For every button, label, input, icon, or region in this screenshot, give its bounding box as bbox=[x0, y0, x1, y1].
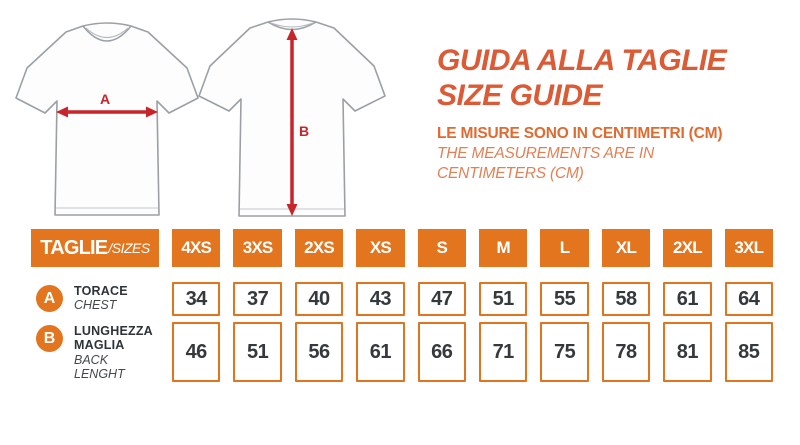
measurement-note-italian: LE MISURE SONO IN CENTIMETRI (CM) bbox=[437, 124, 723, 142]
page-title-english: SIZE GUIDE bbox=[437, 78, 603, 112]
tshirt-front-outline bbox=[15, 22, 199, 216]
row-label-chest: A TORACE CHEST bbox=[31, 282, 159, 316]
tshirt-front-collar bbox=[82, 25, 132, 42]
measure-a-arrowhead-left bbox=[56, 106, 68, 118]
measure-b-label: B bbox=[299, 123, 309, 139]
tshirt-back-collar-band bbox=[270, 22, 314, 28]
chest-value-cell: 61 bbox=[663, 282, 712, 316]
measure-b-arrowhead-top bbox=[286, 28, 298, 40]
back-length-value-cell: 78 bbox=[601, 322, 651, 382]
back-length-value-cell: 71 bbox=[479, 322, 528, 382]
chest-value-cell: 55 bbox=[540, 282, 589, 316]
chest-value-cell: 47 bbox=[417, 282, 466, 316]
size-header-cell: 4XS bbox=[172, 229, 221, 267]
chest-value-cell: 37 bbox=[233, 282, 282, 316]
back-length-value-cell: 56 bbox=[294, 322, 344, 382]
table-corner-header: TAGLIE /SIZES bbox=[31, 229, 159, 267]
chest-value-cell: 43 bbox=[356, 282, 405, 316]
size-header-cell: 3XL bbox=[724, 229, 773, 267]
measurement-note-english-line1: THE MEASUREMENTS ARE IN bbox=[437, 144, 655, 162]
back-length-value-cell: 66 bbox=[417, 322, 466, 382]
measure-b-arrowhead-bottom bbox=[286, 204, 298, 216]
tshirt-front-collar-band bbox=[85, 27, 129, 39]
row-label-back-length-italian: LUNGHEZZA MAGLIA bbox=[74, 324, 153, 353]
size-header-cell: 3XS bbox=[233, 229, 282, 267]
tshirt-back-diagram: B bbox=[198, 18, 386, 217]
back-length-value-cell: 81 bbox=[663, 322, 712, 382]
measure-b-badge: B bbox=[36, 325, 63, 352]
back-length-value-cell: 51 bbox=[233, 322, 282, 382]
chest-value-cell: 51 bbox=[479, 282, 528, 316]
title-block: GUIDA ALLA TAGLIE SIZE GUIDE LE MISURE S… bbox=[437, 44, 772, 185]
measure-a-badge: A bbox=[36, 285, 63, 312]
measure-a-arrowhead-right bbox=[146, 106, 158, 118]
back-length-value-cell: 75 bbox=[540, 322, 589, 382]
measurement-row-back-length: B LUNGHEZZA MAGLIA BACK LENGHT 46 51 56 61 66 7… bbox=[31, 322, 773, 382]
size-header-cell: 2XS bbox=[294, 229, 344, 267]
size-header-cell: XL bbox=[601, 229, 651, 267]
size-header-cell: M bbox=[479, 229, 528, 267]
size-header-cell: XS bbox=[356, 229, 405, 267]
size-header-row: TAGLIE /SIZES 4XS 3XS 2XS XS S M L XL 2XL 3XL bbox=[31, 229, 773, 267]
chest-value-cell: 34 bbox=[172, 282, 221, 316]
size-header-cell: S bbox=[417, 229, 466, 267]
measure-a-label: A bbox=[100, 91, 110, 107]
chest-value-cell: 40 bbox=[294, 282, 344, 316]
row-label-back-length-text: LUNGHEZZA MAGLIA BACK LENGHT bbox=[74, 324, 153, 382]
chest-value-cell: 58 bbox=[601, 282, 651, 316]
size-table: TAGLIE /SIZES 4XS 3XS 2XS XS S M L XL 2XL 3XL A T… bbox=[31, 229, 773, 382]
row-label-chest-italian: TORACE bbox=[74, 284, 128, 298]
corner-label-sizes: /SIZES bbox=[108, 240, 150, 256]
chest-value-cell: 64 bbox=[724, 282, 773, 316]
measurement-row-chest: A TORACE CHEST 34 37 40 43 47 51 55 58 61 64 bbox=[31, 282, 773, 316]
measurement-note-english-line2: CENTIMETERS (CM) bbox=[437, 165, 584, 183]
row-label-back-length-english: BACK LENGHT bbox=[74, 352, 125, 382]
size-header-cell: 2XL bbox=[663, 229, 712, 267]
row-label-back-length: B LUNGHEZZA MAGLIA BACK LENGHT bbox=[31, 322, 159, 382]
back-length-value-cell: 61 bbox=[356, 322, 405, 382]
back-length-value-cell: 85 bbox=[724, 322, 773, 382]
size-header-cell: L bbox=[540, 229, 589, 267]
back-length-value-cell: 46 bbox=[172, 322, 221, 382]
row-label-chest-english: CHEST bbox=[74, 298, 117, 313]
tshirt-front-diagram: A bbox=[15, 22, 199, 216]
corner-label-taglie: TAGLIE bbox=[40, 236, 108, 259]
page-title-italian: GUIDA ALLA TAGLIE bbox=[437, 44, 727, 77]
row-label-chest-text: TORACE CHEST bbox=[74, 284, 128, 313]
